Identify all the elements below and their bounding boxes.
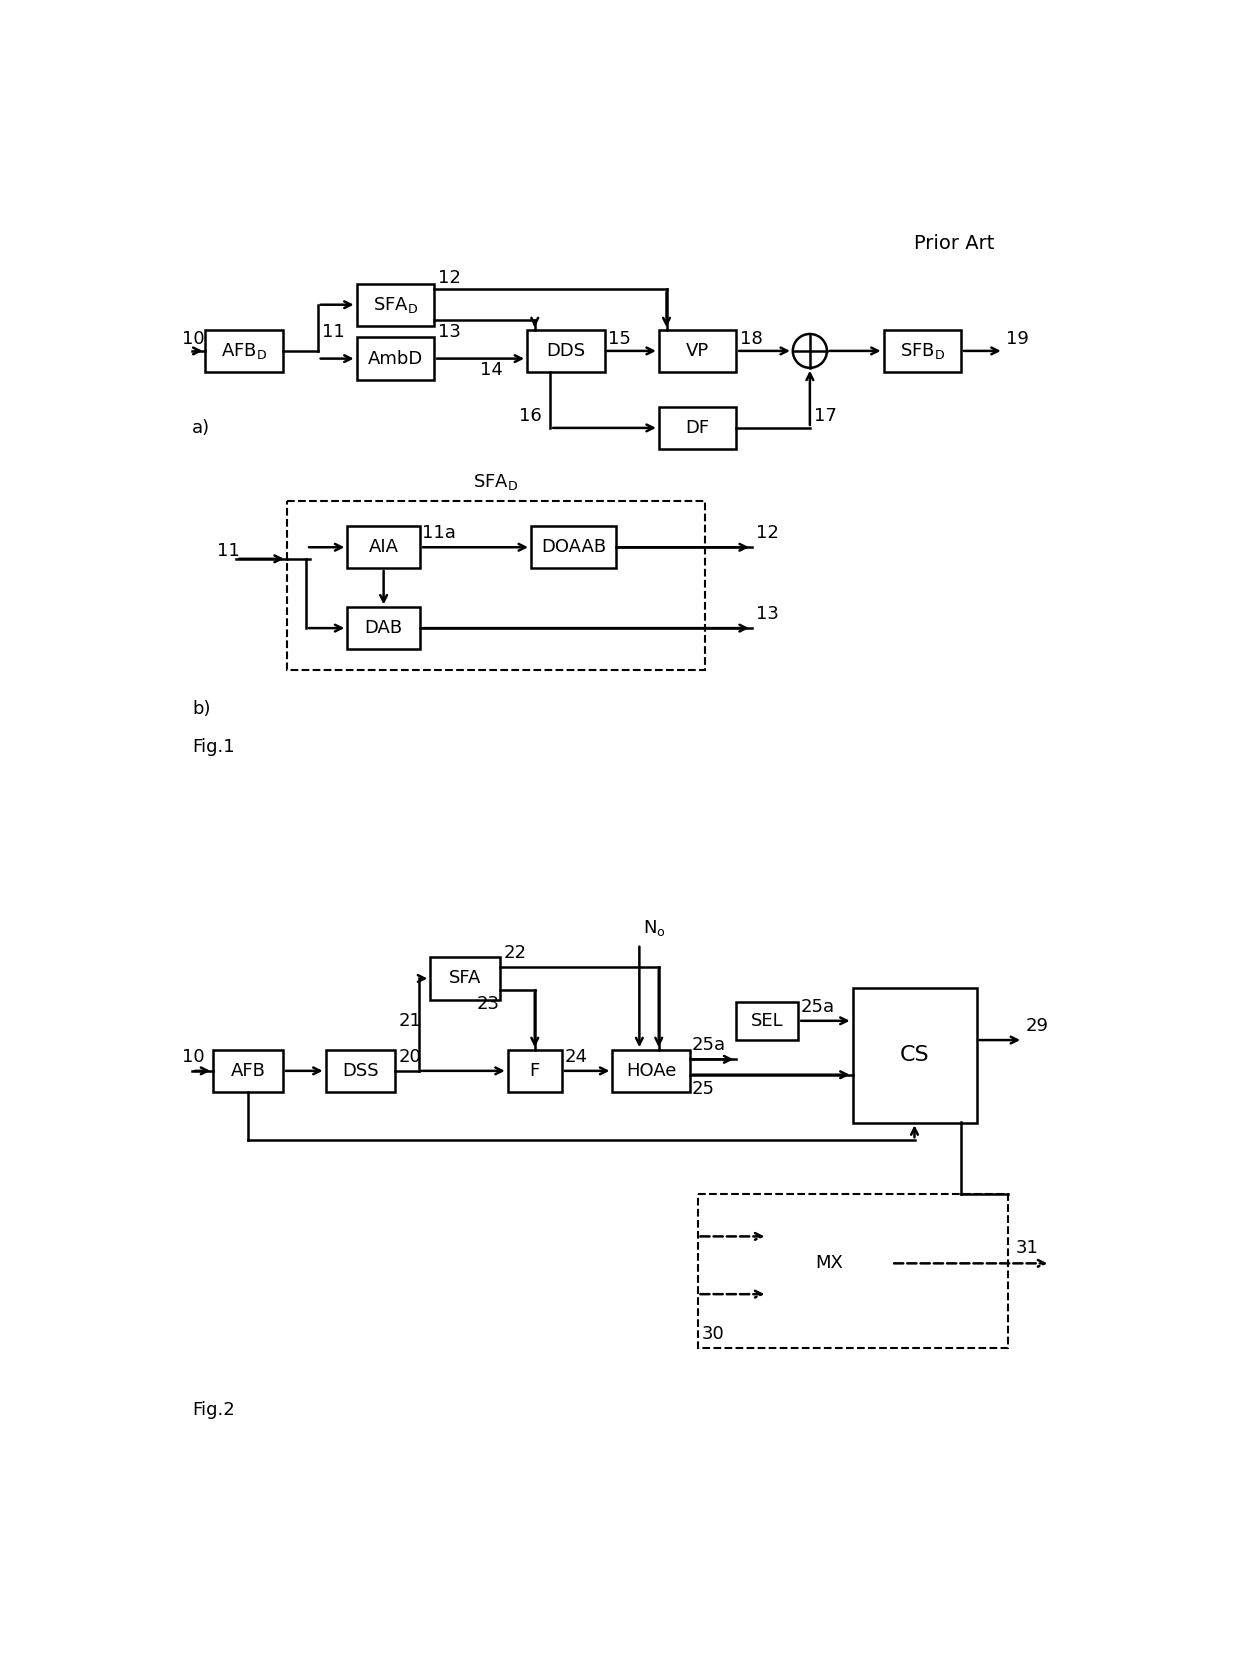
Bar [213,1049,283,1092]
Text: 16: 16 [520,407,542,425]
Text: HOAe: HOAe [626,1062,676,1079]
Bar [853,989,977,1123]
Text: 22: 22 [503,944,527,962]
Text: MX: MX [816,1255,843,1273]
Bar [347,607,420,649]
Text: SFB$_\mathregular{D}$: SFB$_\mathregular{D}$ [899,341,945,361]
Text: 13: 13 [438,323,461,341]
Text: AFB: AFB [231,1062,265,1079]
Text: 29: 29 [1025,1017,1048,1036]
Text: Fig.1: Fig.1 [192,738,234,756]
Text: N$_\mathregular{o}$: N$_\mathregular{o}$ [644,918,666,939]
Text: 25: 25 [692,1079,715,1097]
Text: SFA$_\mathregular{D}$: SFA$_\mathregular{D}$ [372,294,418,315]
Bar [531,525,616,569]
Bar [357,283,434,326]
Text: DSS: DSS [342,1062,378,1079]
Text: CS: CS [900,1046,929,1066]
Bar [697,1195,1007,1348]
Text: 10: 10 [182,1047,205,1066]
Text: SFA$_\mathregular{D}$: SFA$_\mathregular{D}$ [474,472,518,492]
Text: AFB$_\mathregular{D}$: AFB$_\mathregular{D}$ [221,341,268,361]
Bar [768,1221,892,1305]
Bar [613,1049,689,1092]
Text: 17: 17 [813,407,837,425]
Text: 12: 12 [755,524,779,542]
Text: AIA: AIA [368,539,398,555]
Text: SFA: SFA [449,969,481,987]
Text: 23: 23 [476,995,500,1012]
Bar [430,957,500,1000]
Text: b): b) [192,699,211,718]
Bar [357,338,434,380]
Text: 18: 18 [740,330,763,348]
Text: 31: 31 [1016,1240,1038,1256]
Text: Prior Art: Prior Art [915,234,994,253]
Bar [507,1049,562,1092]
Text: 25a: 25a [801,999,835,1016]
Text: Fig.2: Fig.2 [192,1400,234,1419]
Text: 12: 12 [438,269,461,286]
Text: a): a) [192,418,211,437]
Text: 10: 10 [182,330,205,348]
Text: 15: 15 [609,330,631,348]
Text: DOAAB: DOAAB [541,539,606,555]
Text: SEL: SEL [751,1012,784,1031]
Text: DDS: DDS [546,341,585,360]
Bar [658,407,737,448]
Text: 20: 20 [399,1047,422,1066]
Text: 11: 11 [321,323,345,341]
Text: 11a: 11a [423,524,456,542]
Text: 11: 11 [217,542,239,560]
Text: DF: DF [686,418,709,437]
Text: 30: 30 [702,1325,724,1343]
Bar [737,1002,799,1041]
Text: AmbD: AmbD [367,350,423,368]
Text: 14: 14 [481,361,503,380]
Text: 21: 21 [399,1012,422,1031]
Bar [527,330,605,371]
Text: F: F [529,1062,539,1079]
Text: 19: 19 [1006,330,1029,348]
Text: DAB: DAB [365,619,403,637]
Bar [325,1049,396,1092]
Text: 24: 24 [564,1047,588,1066]
Text: 13: 13 [755,606,779,624]
Bar [347,525,420,569]
Text: VP: VP [686,341,709,360]
Bar [286,500,706,671]
Bar [883,330,961,371]
Bar [658,330,737,371]
Bar [206,330,283,371]
Text: 25a: 25a [692,1037,727,1054]
